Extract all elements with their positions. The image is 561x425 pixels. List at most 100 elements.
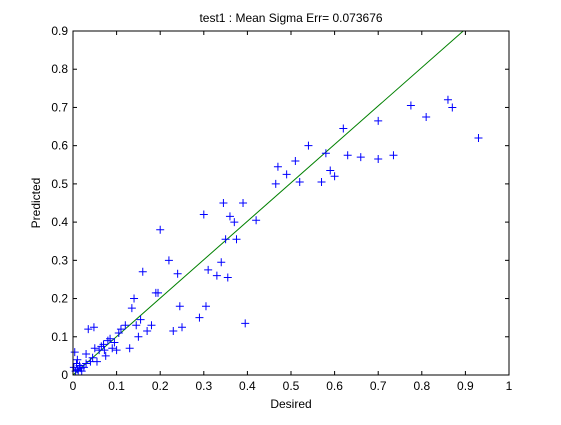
- data-point: [295, 177, 304, 186]
- data-point: [232, 235, 241, 244]
- data-point: [330, 172, 339, 181]
- data-point: [326, 166, 335, 175]
- data-point: [212, 271, 221, 280]
- x-tick-label: 0.4: [239, 379, 256, 393]
- data-point: [356, 153, 365, 162]
- data-point: [138, 267, 147, 276]
- x-axis-ticks: 0 0.1 0.2 0.3 0.4 0.5 0.6 0.7 0.8 0.9 1: [70, 31, 513, 393]
- data-point: [156, 225, 165, 234]
- x-tick-label: 0: [70, 379, 77, 393]
- data-point: [321, 149, 330, 158]
- data-point: [127, 304, 136, 313]
- data-point: [230, 218, 239, 227]
- data-point: [223, 273, 232, 282]
- data-point: [92, 357, 101, 366]
- data-point: [108, 344, 117, 353]
- data-marks: [69, 30, 483, 376]
- data-point: [143, 327, 152, 336]
- y-axis-ticks: 0 0.1 0.2 0.3 0.4 0.5 0.6 0.7 0.8 0.9: [51, 24, 509, 382]
- x-tick-label: 0.6: [326, 379, 343, 393]
- data-point: [134, 332, 143, 341]
- x-tick-label: 0.1: [108, 379, 125, 393]
- x-tick-label: 0.7: [370, 379, 387, 393]
- data-point: [106, 334, 115, 343]
- data-point: [178, 323, 186, 332]
- data-point: [271, 179, 280, 188]
- data-point: [201, 302, 210, 311]
- y-tick-label: 0: [61, 368, 68, 382]
- data-point: [474, 134, 483, 143]
- y-tick-label: 0.7: [51, 100, 68, 114]
- data-point: [112, 346, 121, 355]
- y-tick-label: 0.4: [51, 215, 68, 229]
- x-tick-label: 0.8: [413, 379, 430, 393]
- data-point: [225, 212, 234, 221]
- data-point: [317, 177, 326, 186]
- y-tick-label: 0.5: [51, 177, 68, 191]
- data-point: [154, 288, 163, 297]
- data-point: [195, 313, 204, 322]
- data-point: [89, 323, 98, 332]
- data-point: [99, 340, 108, 349]
- data-point: [282, 170, 291, 179]
- data-point: [175, 302, 184, 311]
- data-point: [273, 162, 282, 171]
- data-point: [136, 315, 145, 324]
- data-point: [239, 199, 248, 207]
- data-point: [82, 359, 91, 368]
- data-point: [221, 235, 230, 244]
- data-point: [291, 156, 300, 165]
- data-point: [125, 344, 134, 353]
- y-tick-label: 0.6: [51, 139, 68, 153]
- data-point: [241, 319, 250, 328]
- y-tick-label: 0.9: [51, 24, 68, 38]
- data-point: [110, 338, 119, 347]
- data-point: [130, 294, 139, 303]
- data-point: [339, 124, 348, 133]
- data-point: [73, 355, 82, 364]
- x-tick-label: 0.5: [283, 379, 300, 393]
- data-point: [443, 95, 452, 104]
- data-point: [70, 348, 79, 357]
- data-point: [101, 351, 110, 360]
- data-point: [100, 346, 109, 355]
- data-point: [199, 210, 208, 219]
- x-tick-label: 1: [506, 379, 513, 393]
- data-point: [147, 321, 156, 330]
- y-tick-label: 0.1: [51, 330, 68, 344]
- data-point: [389, 151, 398, 160]
- data-point: [90, 344, 99, 353]
- data-point: [304, 141, 313, 150]
- y-tick-label: 0.3: [51, 253, 68, 267]
- y-tick-label: 0.2: [51, 292, 68, 306]
- x-tick-label: 0.9: [457, 379, 474, 393]
- data-point: [448, 103, 457, 112]
- data-point: [169, 327, 178, 336]
- y-axis-label: Predicted: [29, 178, 43, 229]
- data-point: [132, 321, 141, 330]
- data-point: [374, 116, 383, 125]
- data-point: [252, 216, 261, 225]
- data-point: [343, 151, 352, 160]
- chart-title: test1 : Mean Sigma Err= 0.073676: [199, 11, 382, 25]
- data-point: [217, 258, 226, 267]
- plot-area: [73, 31, 509, 375]
- data-point: [422, 113, 431, 121]
- data-point: [219, 199, 228, 207]
- data-point: [204, 265, 213, 274]
- data-point: [121, 321, 130, 330]
- data-point: [88, 353, 97, 362]
- x-axis-label: Desired: [270, 397, 311, 411]
- data-point: [164, 256, 173, 265]
- data-point: [116, 325, 125, 334]
- x-tick-label: 0.2: [152, 379, 169, 393]
- data-point: [173, 269, 182, 278]
- data-point: [374, 155, 383, 164]
- x-tick-label: 0.3: [195, 379, 212, 393]
- data-point: [82, 349, 91, 358]
- data-point: [406, 101, 415, 110]
- y-tick-label: 0.8: [51, 62, 68, 76]
- reference-line: [72, 30, 464, 376]
